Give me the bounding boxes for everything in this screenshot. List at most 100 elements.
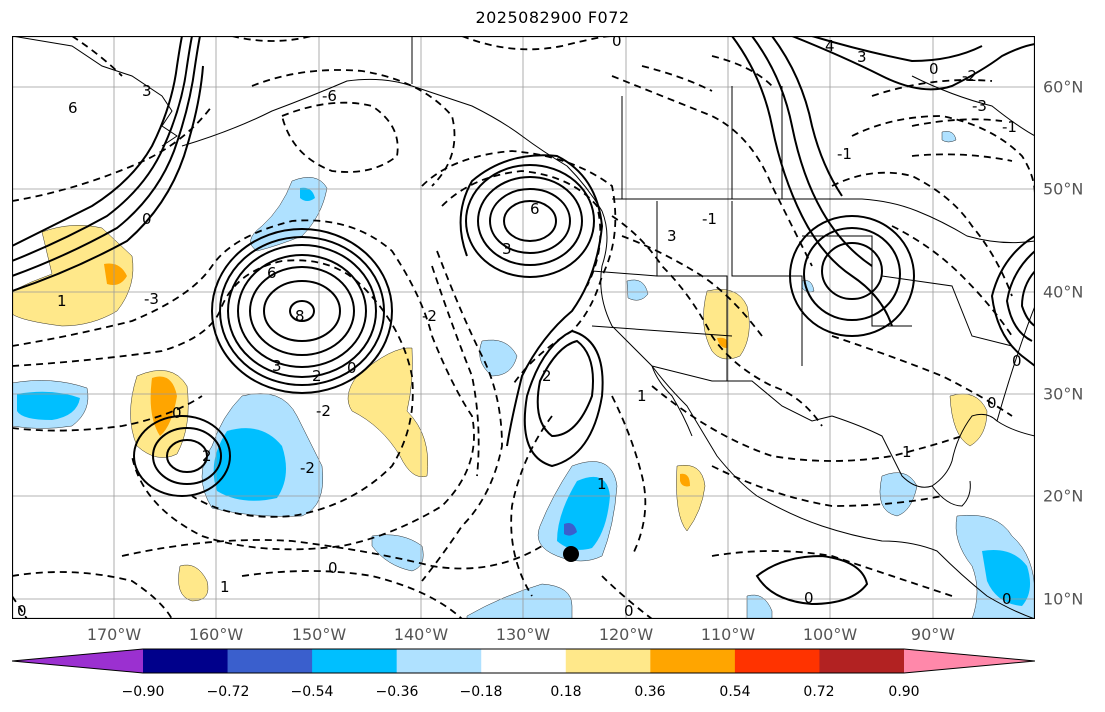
coast-baja [651, 365, 693, 437]
coast-yucatan [931, 480, 971, 507]
border-states-5 [591, 270, 733, 337]
contour-label: 8 [295, 307, 305, 325]
border-canada-prov [621, 86, 783, 199]
contour-label: 0 [142, 210, 152, 228]
low-130w-ring-2 [489, 188, 571, 254]
colorbar-extend-min [12, 649, 143, 673]
colorbar-extend-max [904, 649, 1035, 673]
contour-label: -2 [962, 67, 977, 85]
map-panel: 6 3 0 -3 1 6 8 3 2 -6 -2 0 2 -2 -2 0 6 3… [12, 36, 1035, 619]
contour-label: 2 [202, 447, 212, 465]
low-150w-ring-1 [263, 280, 341, 342]
colorbar-segment [143, 649, 229, 673]
shade-orange-110w [717, 337, 729, 349]
low-130w-ring-1 [503, 200, 557, 242]
shade-midblue-125w [564, 523, 577, 536]
shade-lightblue-118w-south [746, 594, 773, 619]
contour-label: -1 [837, 145, 852, 163]
contour-label: -6 [322, 87, 337, 105]
contour-labels: 6 3 0 -3 1 6 8 3 2 -6 -2 0 2 -2 -2 0 6 3… [17, 36, 1022, 619]
shade-lightblue-bottom [466, 583, 573, 619]
contour-label: -2 [300, 459, 315, 477]
lon-label: 100°W [802, 625, 858, 644]
colorbar-segment [734, 649, 820, 673]
contour-label: 1 [902, 443, 912, 461]
colorbar-tick: −0.90 [121, 684, 165, 700]
figure-title: 2025082900 F072 [475, 8, 630, 27]
colorbar-tick: 0.90 [888, 684, 920, 700]
colorbar-tick: 0.54 [719, 684, 751, 700]
shade-lightblue-120w [626, 279, 649, 301]
contour-label: 0 [17, 602, 27, 619]
contour-label: 0 [347, 359, 357, 377]
border-states-2 [731, 201, 803, 366]
colorbar-segment [650, 649, 736, 673]
lon-label: 150°W [291, 625, 347, 644]
lon-label: 160°W [188, 625, 244, 644]
shade-lightblue-135w [479, 339, 518, 377]
colorbar-tick: 0.18 [550, 684, 582, 700]
contour-label: 3 [142, 82, 152, 100]
lon-label: 130°W [495, 625, 551, 644]
contour-label: 0 [987, 394, 997, 412]
shade-lightblue-gulf [879, 472, 918, 517]
shade-yellow-160w-south [178, 564, 209, 602]
shade-yellow-140w [347, 347, 428, 477]
lat-label: 40°N [1043, 282, 1084, 302]
low-150w-ring-2 [249, 266, 355, 356]
low-130w-ring-3 [477, 176, 583, 266]
low-165w-ring-1 [166, 439, 208, 473]
shade-blue-west [17, 391, 80, 420]
contour-label: -3 [144, 290, 159, 308]
contour-label: 1 [220, 578, 230, 596]
contour-label: 3 [667, 227, 677, 245]
contour-label: 0 [929, 60, 939, 78]
border-us-mexico [651, 365, 833, 422]
contour-label: 2 [542, 367, 552, 385]
lat-label: 20°N [1043, 486, 1084, 506]
lon-label: 120°W [598, 625, 654, 644]
colorbar-tick: 0.36 [634, 684, 666, 700]
contour-label: 3 [272, 357, 282, 375]
low-150w-ring-3 [237, 254, 367, 368]
contour-label: 0 [1002, 590, 1012, 608]
border-states-1 [656, 201, 728, 381]
coast-alaska-south [181, 78, 603, 212]
border-canada-us [612, 198, 1035, 244]
shade-blue-150w-north [300, 187, 315, 201]
coast-west-us [600, 210, 1035, 619]
lat-label: 50°N [1043, 179, 1084, 199]
colorbar-tick: −0.72 [206, 684, 250, 700]
shade-blue-155w [213, 428, 286, 501]
colorbar-segment [396, 649, 482, 673]
lat-label: 10°N [1043, 589, 1084, 609]
contour-label: 0 [804, 589, 814, 607]
colorbar-tick: 0.72 [803, 684, 835, 700]
border-states-4 [881, 275, 1013, 347]
low-150w-ring-5 [219, 236, 385, 386]
coast-hudson [911, 75, 1035, 137]
coast-gulf [831, 413, 1035, 488]
contour-label: 0 [1012, 352, 1022, 370]
colorbar [12, 648, 1035, 674]
colorbar-tick: −0.54 [290, 684, 334, 700]
contour-label: -2 [422, 307, 437, 325]
low-95w-ring-2 [803, 227, 901, 321]
contour-label: 1 [57, 292, 67, 310]
contour-label: 1 [597, 475, 607, 493]
lat-label: 60°N [1043, 77, 1084, 97]
lat-label: 30°N [1043, 384, 1084, 404]
contour-label: 6 [530, 200, 540, 218]
low-150w-ring-6 [211, 228, 393, 394]
colorbar-segment [312, 649, 398, 673]
contour-label: -3 [972, 97, 987, 115]
colorbar-segments [12, 648, 1035, 674]
contours-negative [12, 36, 1035, 619]
colorbar-segment [565, 649, 651, 673]
colorbar-outline [12, 648, 1035, 674]
contour-label: -2 [316, 402, 331, 420]
low-95w-ring-3 [789, 215, 915, 337]
shading-layer [12, 131, 1035, 619]
contour-label: -1 [1002, 118, 1017, 136]
lon-label: 90°W [910, 625, 956, 644]
